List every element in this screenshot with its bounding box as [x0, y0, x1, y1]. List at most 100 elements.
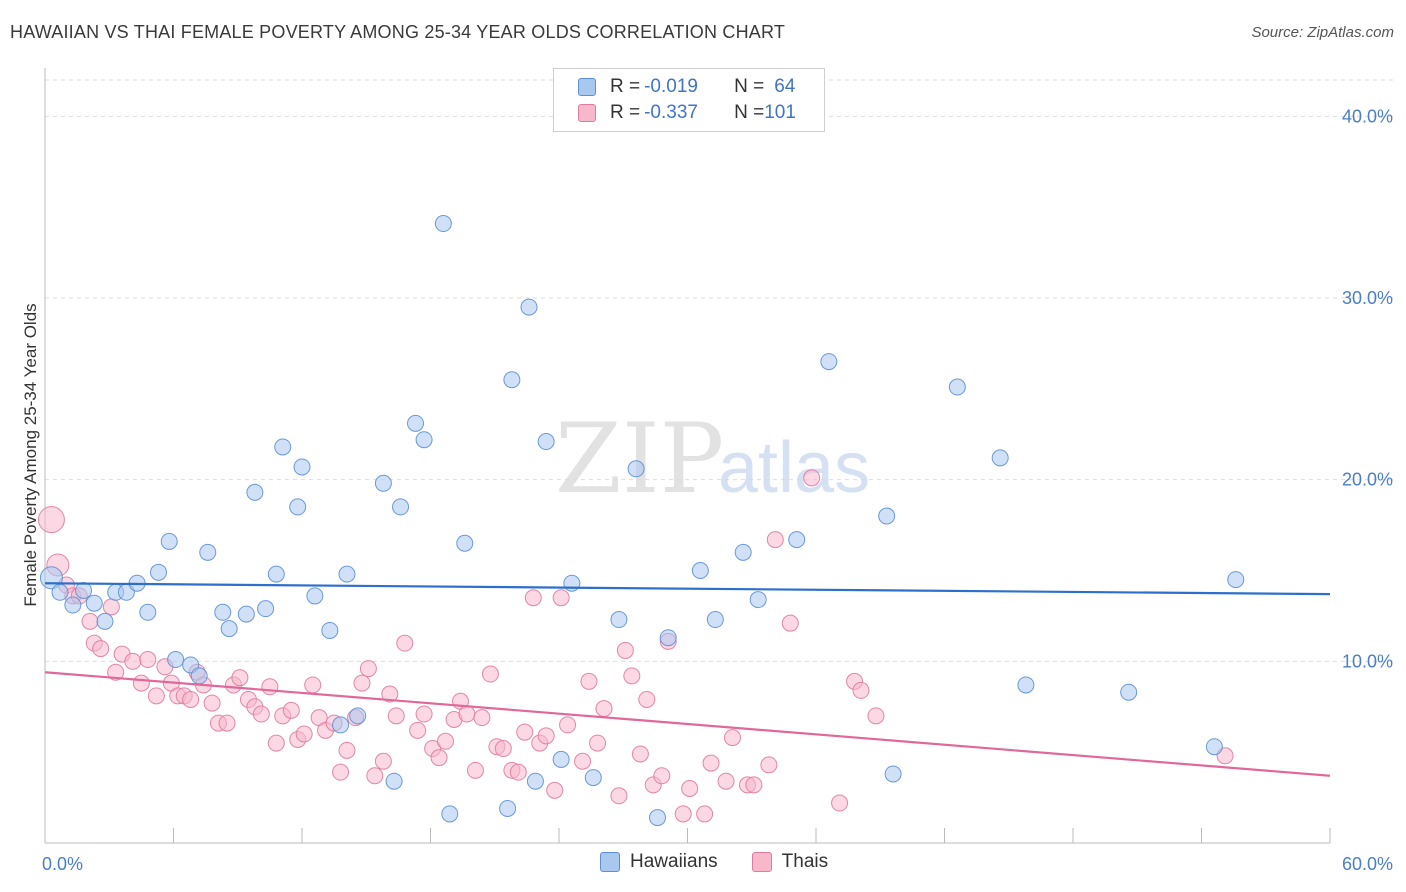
hawaiians-point — [306, 587, 324, 605]
series-hawaiians — [39, 215, 1245, 827]
hawaiians-point — [85, 594, 103, 612]
thais-point — [653, 767, 671, 785]
hawaiians-point — [385, 772, 403, 790]
y-tick-label: 20.0% — [1342, 470, 1393, 490]
hawaiians-point — [415, 431, 433, 449]
legend-r-value: -0.019 — [644, 76, 698, 97]
thais-point — [524, 589, 542, 607]
thais-point — [702, 754, 720, 772]
hawaiians-point — [788, 531, 806, 549]
hawaiians-point — [1205, 738, 1223, 756]
hawaiians-point — [691, 562, 709, 579]
hawaiians-point — [190, 667, 208, 685]
thais-point — [516, 723, 534, 741]
thais-point — [589, 734, 607, 752]
thais-point — [415, 705, 433, 723]
thais-point — [580, 672, 598, 690]
hawaiians-point — [499, 799, 517, 817]
thais-point — [537, 727, 555, 745]
hawaiians-point — [503, 371, 521, 389]
hawaiians-point — [246, 483, 264, 501]
thais-point — [674, 805, 692, 823]
thais-point — [481, 665, 499, 683]
hawaiians-point — [584, 769, 602, 787]
watermark-zip: ZIP — [555, 403, 724, 515]
thais-point — [638, 690, 656, 708]
legend-swatch-thais — [751, 852, 772, 872]
y-tick-label: 30.0% — [1342, 288, 1393, 308]
thais-point — [546, 781, 564, 799]
hawaiians-point — [167, 651, 185, 669]
hawaiians-point — [139, 603, 157, 621]
hawaiians-point — [96, 612, 114, 630]
thais-point — [803, 469, 821, 487]
hawaiians-point — [526, 772, 544, 790]
thais-point — [37, 506, 65, 534]
source-credit: Source: ZipAtlas.com — [1251, 24, 1394, 41]
thais-point — [781, 614, 799, 632]
thais-point — [436, 732, 454, 750]
thais-point — [559, 716, 577, 734]
legend-n-label: N = — [734, 102, 765, 123]
thais-point — [366, 767, 384, 785]
legend-r-label: R = — [610, 102, 641, 123]
legend-item-hawaiians: Hawaiians — [600, 851, 718, 873]
thais-point — [766, 531, 784, 549]
thais-point — [261, 678, 279, 696]
thais-point — [338, 741, 356, 759]
thais-point — [92, 640, 110, 658]
hawaiians-point — [160, 532, 178, 550]
legend-r-value: -0.337 — [644, 102, 698, 123]
hawaiians-point — [75, 581, 93, 599]
thais-point — [353, 674, 371, 692]
hawaiians-point — [321, 621, 339, 639]
thais-point — [852, 681, 870, 699]
hawaiians-point — [706, 611, 724, 629]
chart-title: HAWAIIAN VS THAI FEMALE POVERTY AMONG 25… — [10, 22, 786, 42]
thais-point — [203, 694, 221, 712]
hawaiians-point — [293, 458, 311, 476]
legend-n-value: 101 — [764, 102, 796, 123]
thais-point — [760, 756, 778, 774]
thais-point — [552, 589, 570, 607]
hawaiians-point — [349, 707, 367, 725]
hawaiians-point — [434, 215, 452, 233]
x-tick-label: 60.0% — [1342, 854, 1393, 874]
thais-point — [359, 660, 377, 678]
hawaiians-point — [948, 378, 966, 396]
thais-point — [616, 641, 634, 659]
hawaiians-point — [878, 507, 896, 525]
hawaiians-point — [749, 591, 767, 609]
trend-lines — [44, 582, 1331, 777]
hawaiians-point — [659, 629, 677, 647]
hawaiians-point — [214, 603, 232, 621]
x-tick-label: 0.0% — [42, 854, 83, 874]
hawaiians-point — [884, 765, 902, 783]
hawaiians-point — [520, 298, 538, 316]
y-tick-label: 40.0% — [1342, 106, 1393, 126]
thais-point — [381, 685, 399, 703]
hawaiians-point — [552, 750, 570, 768]
thais-point — [387, 707, 405, 725]
series-thais — [37, 469, 1234, 823]
correlation-legend: R = -0.019 N = 64 R = -0.337 N = 101 — [553, 68, 825, 132]
legend-row-thais: R = -0.337 N = 101 — [578, 101, 796, 125]
hawaiians-point — [220, 620, 238, 638]
hawaiians-point — [1227, 571, 1245, 589]
hawaiians-point — [407, 414, 425, 432]
tick-labels: 10.0% 20.0% 30.0% 40.0% 0.0% 60.0% — [42, 106, 1393, 874]
legend-row-hawaiians: R = -0.019 N = 64 — [578, 75, 795, 99]
thais-point — [466, 761, 484, 779]
thais-point — [304, 676, 322, 694]
y-tick-label: 10.0% — [1342, 651, 1393, 671]
watermark-atlas: atlas — [718, 428, 870, 508]
hawaiians-point — [374, 474, 392, 492]
hawaiians-point — [456, 534, 474, 552]
thais-point — [681, 780, 699, 797]
thais-point — [252, 705, 270, 723]
legend-n-value: 64 — [774, 76, 796, 97]
thais-point — [374, 752, 392, 770]
thais-point — [867, 707, 885, 725]
thais-point — [102, 598, 120, 616]
thais-point — [473, 709, 491, 727]
